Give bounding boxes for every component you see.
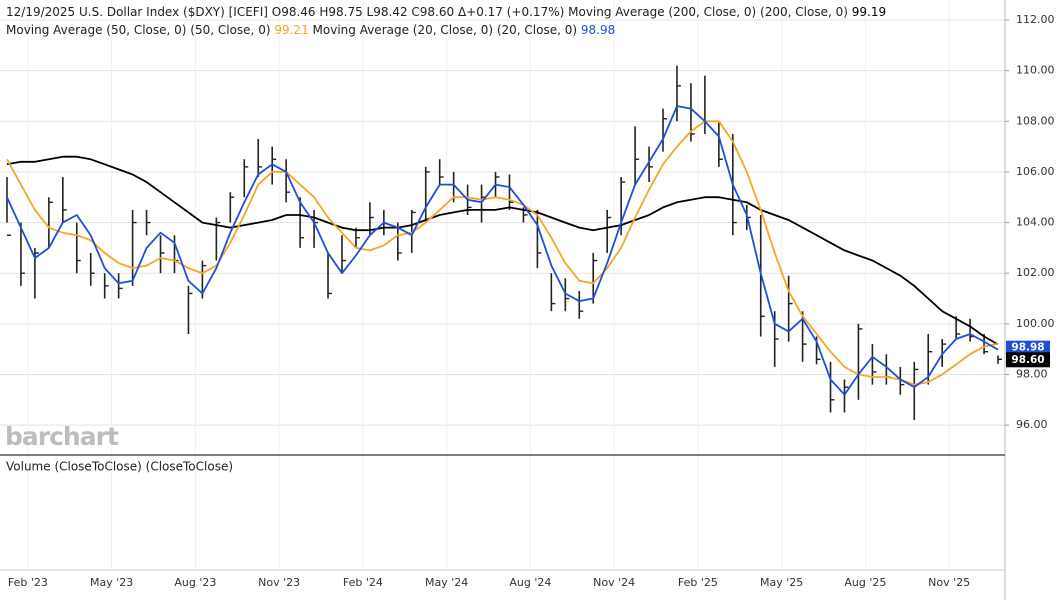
header-quote: 12/19/2025 U.S. Dollar Index ($DXY) [ICE…	[6, 5, 565, 19]
legend-value: 98.98	[580, 23, 616, 37]
legend: 12/19/2025 U.S. Dollar Index ($DXY) [ICE…	[6, 3, 996, 39]
price-badge	[1006, 340, 1050, 355]
x-tick-label: Feb '25	[678, 576, 718, 589]
x-tick-label: Aug '25	[844, 576, 886, 589]
x-tick-label: May '23	[90, 576, 133, 589]
legend-name: Moving Average (50, Close, 0) (50, Close…	[6, 23, 271, 37]
x-tick-label: Nov '25	[928, 576, 970, 589]
price-badge-label: 98.98	[1011, 342, 1044, 354]
ma-line	[6, 120, 999, 386]
legend-value: 99.21	[274, 23, 309, 37]
volume-title: Volume (CloseToClose) (CloseToClose)	[6, 460, 233, 474]
price-badge-label: 98.60	[1011, 354, 1044, 366]
y-tick-label: 112.00	[1016, 13, 1055, 26]
legend-name: Moving Average (200, Close, 0) (200, Clo…	[568, 5, 848, 19]
y-tick-label: 106.00	[1016, 165, 1055, 178]
x-tick-label: May '24	[425, 576, 468, 589]
x-tick-label: Aug '23	[174, 576, 216, 589]
legend-value: 99.19	[851, 5, 887, 19]
y-tick-label: 98.00	[1016, 367, 1048, 380]
price-badge	[1006, 352, 1050, 368]
x-tick-label: May '25	[760, 576, 803, 589]
y-tick-label: 108.00	[1016, 114, 1055, 127]
ma-line	[6, 105, 999, 396]
legend-name: Moving Average (20, Close, 0) (20, Close…	[312, 23, 578, 37]
y-tick-label: 104.00	[1016, 216, 1055, 229]
x-tick-label: Nov '23	[258, 576, 300, 589]
x-tick-label: Nov '24	[593, 576, 635, 589]
y-tick-label: 100.00	[1016, 317, 1055, 330]
x-tick-label: Feb '24	[343, 576, 383, 589]
x-tick-label: Feb '23	[8, 576, 48, 589]
ma-line	[6, 155, 999, 346]
x-tick-label: Aug '24	[509, 576, 551, 589]
y-tick-label: 96.00	[1016, 418, 1048, 431]
watermark: barchart	[5, 422, 119, 451]
y-tick-label: 102.00	[1016, 266, 1055, 279]
y-tick-label: 110.00	[1016, 64, 1055, 77]
